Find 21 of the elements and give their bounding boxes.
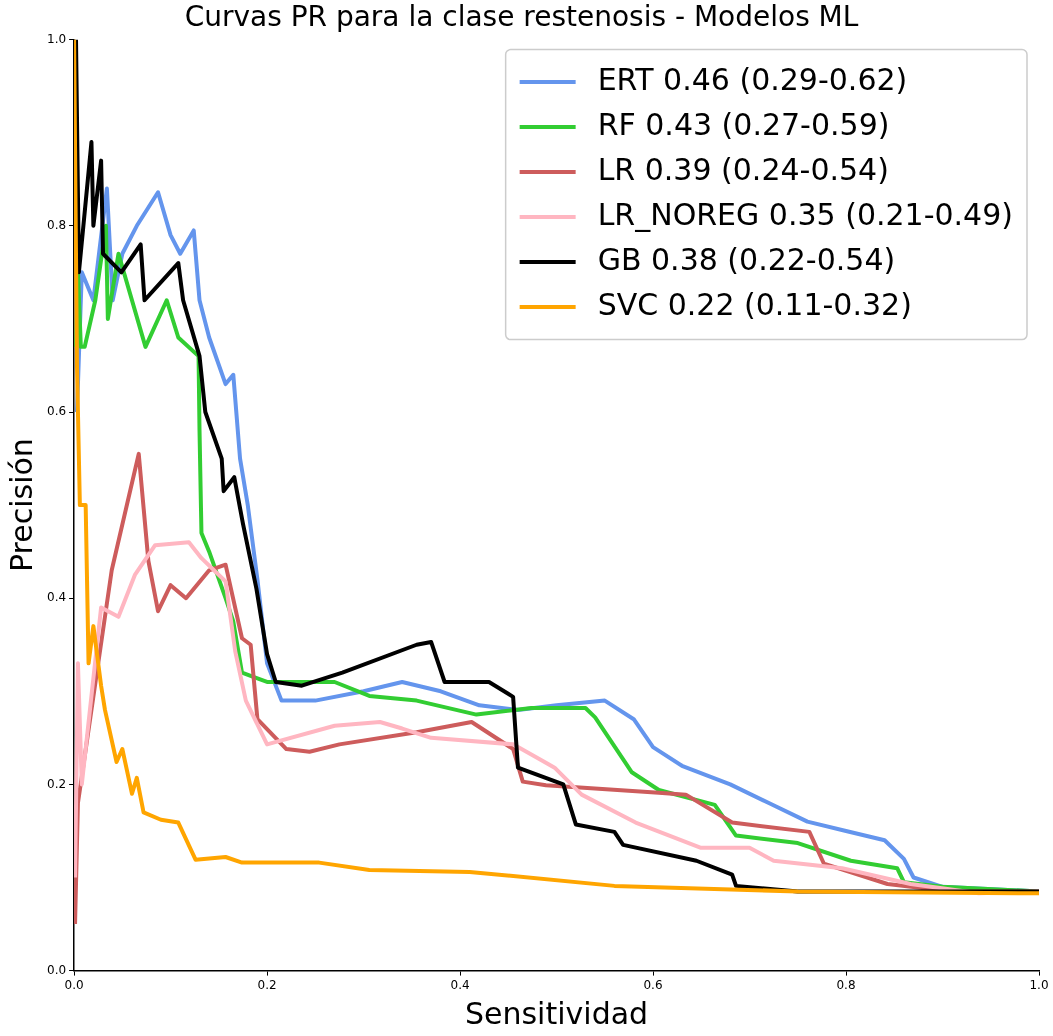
legend-label: LR_NOREG 0.35 (0.21-0.49) <box>597 196 1013 232</box>
legend-label: LR 0.39 (0.24-0.54) <box>597 151 889 187</box>
legend-label: RF 0.43 (0.27-0.59) <box>597 106 890 142</box>
chart-title: Curvas PR para la clase restenosis - Modelos ML <box>184 0 859 34</box>
legend-label: ERT 0.46 (0.29-0.62) <box>597 61 908 97</box>
y-tick-label: 0.4 <box>46 590 67 605</box>
y-tick-label: 0.0 <box>46 962 67 977</box>
x-tick-label: 0.0 <box>64 977 84 992</box>
y-tick-label: 0.6 <box>46 404 67 419</box>
x-tick-label: 0.2 <box>257 977 277 992</box>
x-tick-label: 0.6 <box>643 977 663 992</box>
x-axis-title: Sensitividad <box>464 995 649 1031</box>
y-axis-title: Precisión <box>3 438 39 573</box>
x-tick-label: 1.0 <box>1029 977 1049 992</box>
y-tick-label: 0.8 <box>46 217 67 232</box>
y-tick-label: 0.2 <box>46 776 67 791</box>
legend-label: SVC 0.22 (0.11-0.32) <box>597 286 912 322</box>
x-tick-label: 0.4 <box>450 977 470 992</box>
y-tick-label: 1.0 <box>46 31 67 46</box>
x-tick-label: 0.8 <box>836 977 856 992</box>
legend-label: GB 0.38 (0.22-0.54) <box>597 241 896 277</box>
